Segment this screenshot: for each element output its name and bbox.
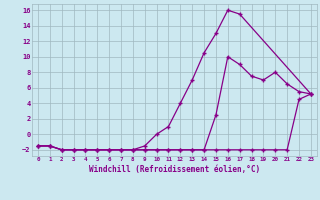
X-axis label: Windchill (Refroidissement éolien,°C): Windchill (Refroidissement éolien,°C) <box>89 165 260 174</box>
